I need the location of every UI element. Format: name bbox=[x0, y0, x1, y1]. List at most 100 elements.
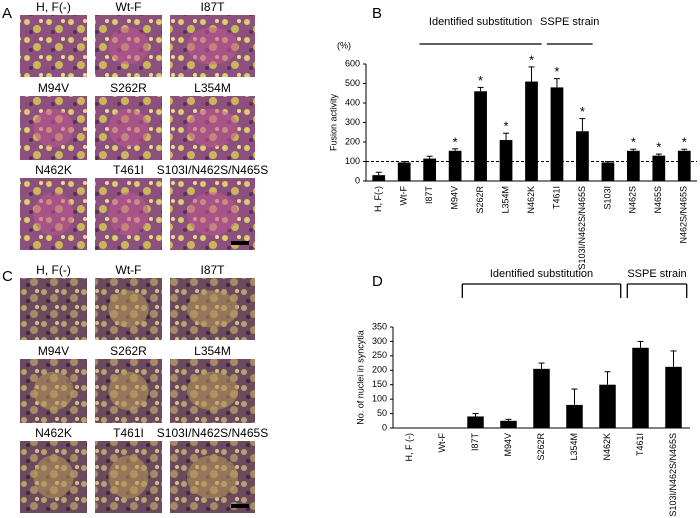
bar bbox=[448, 150, 462, 181]
image-label: N462K bbox=[35, 163, 72, 177]
image-label: H, F(-) bbox=[36, 263, 71, 277]
panel-label: B bbox=[372, 5, 382, 22]
bracket-label: SSPE strain bbox=[627, 268, 686, 280]
syncytium bbox=[108, 371, 149, 411]
x-tick-label: Wt-F bbox=[399, 186, 409, 206]
syncytium bbox=[108, 108, 149, 148]
image-label: Wt-F bbox=[116, 0, 142, 14]
syncytium bbox=[187, 371, 238, 411]
y-tick-label: 200 bbox=[345, 136, 360, 146]
syncytium bbox=[33, 371, 74, 411]
panel-label: A bbox=[2, 5, 12, 22]
syncytium bbox=[108, 27, 149, 65]
x-tick-label: T461I bbox=[551, 186, 561, 209]
syncytium bbox=[108, 455, 149, 499]
image-label: M94V bbox=[38, 344, 69, 358]
y-tick-label: 400 bbox=[345, 97, 360, 107]
bar bbox=[632, 347, 649, 428]
significance-mark: * bbox=[554, 64, 559, 79]
bar bbox=[626, 150, 640, 181]
syncytium bbox=[33, 192, 74, 236]
bar bbox=[533, 368, 550, 428]
y-tick-label: 150 bbox=[372, 379, 387, 389]
bar bbox=[372, 175, 386, 181]
image-label: T461I bbox=[113, 426, 144, 440]
x-tick-label: H, F(-) bbox=[373, 186, 383, 212]
significance-mark: * bbox=[656, 140, 661, 155]
bar bbox=[601, 162, 615, 181]
significance-mark: * bbox=[580, 104, 585, 119]
image-label: S262R bbox=[110, 344, 147, 358]
bracket-label: SSPE strain bbox=[540, 16, 599, 28]
x-tick-label: T461I bbox=[635, 433, 645, 456]
x-tick-label: N462S bbox=[628, 186, 638, 214]
y-tick-label: 200 bbox=[372, 365, 387, 375]
bar bbox=[474, 91, 487, 181]
x-tick-label: S103I bbox=[602, 186, 612, 210]
bracket-label: Identified substitution bbox=[490, 268, 593, 280]
bar bbox=[525, 81, 538, 181]
x-tick-label: I87T bbox=[424, 186, 434, 205]
significance-mark: * bbox=[631, 135, 636, 150]
y-axis-label: Fusion activity bbox=[328, 93, 338, 151]
significance-mark: * bbox=[478, 73, 483, 88]
syncytium bbox=[33, 108, 74, 148]
significance-mark: * bbox=[529, 52, 534, 67]
y-tick-label: 500 bbox=[345, 78, 360, 88]
y-unit: (%) bbox=[337, 40, 351, 50]
panel-label: D bbox=[372, 273, 383, 290]
syncytium bbox=[187, 108, 238, 148]
image-label: M94V bbox=[38, 81, 69, 95]
bar bbox=[566, 404, 583, 428]
image-label: S262R bbox=[110, 81, 147, 95]
x-tick-label: N462S/N465S bbox=[679, 186, 689, 244]
bar bbox=[397, 162, 411, 181]
syncytium bbox=[187, 290, 238, 328]
x-tick-label: M94V bbox=[503, 433, 513, 457]
x-tick-label: N462K bbox=[602, 433, 612, 461]
significance-mark: * bbox=[504, 119, 509, 134]
significance-mark: * bbox=[682, 135, 687, 150]
bar bbox=[550, 87, 564, 181]
y-tick-label: 100 bbox=[345, 156, 360, 166]
syncytium bbox=[187, 455, 238, 499]
image-label: I87T bbox=[200, 263, 225, 277]
y-tick-label: 600 bbox=[345, 58, 360, 68]
image-label: T461I bbox=[113, 163, 144, 177]
image-label: L354M bbox=[194, 81, 231, 95]
panel-label: C bbox=[2, 268, 13, 285]
image-label: S103I/N462S/N465S bbox=[157, 426, 268, 440]
x-tick-label: H, F (-) bbox=[404, 433, 414, 462]
x-tick-label: Wt-F bbox=[437, 433, 447, 453]
x-tick-label: N462K bbox=[526, 186, 536, 214]
y-tick-label: 0 bbox=[355, 175, 360, 185]
bar bbox=[423, 158, 437, 181]
y-axis-label: No. of nuclei in syncytia bbox=[355, 330, 365, 425]
significance-mark: * bbox=[453, 134, 458, 149]
bar bbox=[599, 384, 616, 428]
y-tick-label: 250 bbox=[372, 350, 387, 360]
image-label: L354M bbox=[194, 344, 231, 358]
syncytium bbox=[187, 192, 238, 236]
y-tick-label: 300 bbox=[345, 117, 360, 127]
x-tick-label: S262R bbox=[536, 433, 546, 461]
syncytium bbox=[187, 27, 238, 65]
image-label: S103I/N462S/N465S bbox=[157, 163, 268, 177]
syncytium bbox=[108, 290, 149, 328]
bar bbox=[677, 150, 691, 181]
bar bbox=[499, 140, 513, 181]
syncytium bbox=[108, 192, 149, 236]
micrograph bbox=[20, 15, 87, 77]
bar bbox=[576, 131, 589, 181]
x-tick-label: L354M bbox=[500, 186, 510, 214]
x-tick-label: N465S bbox=[653, 186, 663, 214]
syncytium bbox=[33, 455, 74, 499]
y-tick-label: 300 bbox=[372, 336, 387, 346]
bar bbox=[500, 420, 517, 428]
y-tick-label: 100 bbox=[372, 394, 387, 404]
x-tick-label: I87T bbox=[470, 433, 480, 452]
y-tick-label: 0 bbox=[382, 422, 387, 432]
bar bbox=[467, 416, 484, 428]
micrograph bbox=[20, 278, 87, 340]
bracket-label: Identified substitution bbox=[429, 16, 532, 28]
